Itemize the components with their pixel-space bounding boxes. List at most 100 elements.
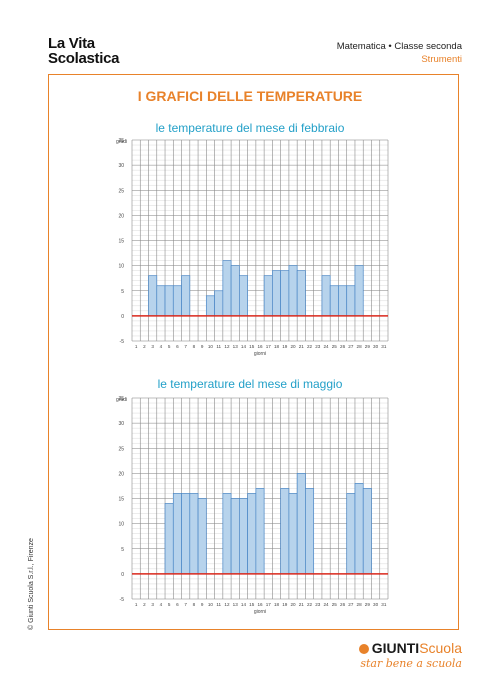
bar-day-14 xyxy=(239,498,248,575)
x-tick-label: 19 xyxy=(282,344,288,349)
y-tick-label: 15 xyxy=(118,497,124,503)
logo: La Vita Scolastica xyxy=(48,35,120,67)
bar-day-12 xyxy=(222,493,232,575)
copyright-note: © Giunti Scuola S.r.l., Firenze xyxy=(28,538,35,630)
x-tick-label: 1 xyxy=(135,602,138,607)
bar-day-17 xyxy=(263,275,273,317)
bar-day-26 xyxy=(338,285,348,317)
x-tick-label: 31 xyxy=(381,344,387,349)
bar-day-13 xyxy=(230,498,240,575)
x-tick-label: 16 xyxy=(257,602,263,607)
bar-day-12 xyxy=(222,260,232,317)
x-tick-label: 2 xyxy=(143,602,146,607)
bar-day-7 xyxy=(181,275,191,317)
y-tick-label: 30 xyxy=(118,421,124,427)
chart-title-february: le temperature del mese di febbraio xyxy=(155,121,345,135)
bar-day-13 xyxy=(230,265,240,317)
x-tick-label: 27 xyxy=(348,344,354,349)
bar-day-19 xyxy=(280,270,290,317)
x-tick-label: 24 xyxy=(324,344,330,349)
brand-tagline: star bene a scuola xyxy=(360,657,462,670)
bar-day-25 xyxy=(329,285,339,317)
y-tick-label: 25 xyxy=(118,188,124,194)
y-tick-label: 20 xyxy=(118,213,124,219)
x-axis-label: giorni xyxy=(254,609,266,615)
x-tick-label: 21 xyxy=(299,602,305,607)
x-tick-label: 15 xyxy=(249,602,255,607)
x-tick-label: 20 xyxy=(290,602,296,607)
x-tick-label: 3 xyxy=(151,344,154,349)
x-tick-label: 24 xyxy=(324,602,330,607)
bar-day-20 xyxy=(288,493,298,575)
content-frame xyxy=(48,74,459,630)
y-tick-label: 30 xyxy=(118,163,124,169)
brand-logo: GIUNTIScuola star bene a scuola xyxy=(358,640,462,670)
x-tick-label: 7 xyxy=(184,344,187,349)
bar-day-3 xyxy=(148,275,158,317)
x-tick-label: 31 xyxy=(381,602,387,607)
subject-label: Matematica • Classe seconda xyxy=(336,41,462,52)
brand-name-accent: Scuola xyxy=(419,640,462,656)
x-tick-label: 19 xyxy=(282,602,288,607)
bar-day-6 xyxy=(172,285,182,317)
x-tick-label: 9 xyxy=(201,602,204,607)
brand-name-main: GIUNTI xyxy=(371,640,420,656)
x-tick-label: 1 xyxy=(135,344,138,349)
x-tick-label: 10 xyxy=(208,344,214,349)
x-tick-label: 17 xyxy=(266,344,272,349)
x-tick-label: 21 xyxy=(299,344,305,349)
y-tick-label: 10 xyxy=(118,522,124,528)
logo-line-2: Scolastica xyxy=(48,50,120,67)
x-tick-label: 12 xyxy=(224,344,230,349)
x-tick-label: 6 xyxy=(176,602,179,607)
bar-day-29 xyxy=(362,488,372,575)
x-tick-label: 18 xyxy=(274,344,280,349)
x-tick-label: 25 xyxy=(332,344,338,349)
y-tick-label: 15 xyxy=(118,239,124,245)
bar-day-11 xyxy=(214,290,224,317)
x-tick-label: 4 xyxy=(160,602,163,607)
y-tick-label: 0 xyxy=(121,314,124,320)
page-title: I GRAFICI DELLE TEMPERATURE xyxy=(137,88,363,104)
y-tick-label: 35 xyxy=(118,138,124,144)
x-tick-label: 4 xyxy=(160,344,163,349)
x-tick-label: 14 xyxy=(241,344,247,349)
bar-day-28 xyxy=(354,483,364,575)
x-tick-label: 26 xyxy=(340,602,346,607)
y-tick-label: 10 xyxy=(118,264,124,270)
x-tick-label: 28 xyxy=(357,344,363,349)
x-tick-label: 5 xyxy=(168,344,171,349)
x-axis-label: giorni xyxy=(254,351,266,357)
x-tick-label: 25 xyxy=(332,602,338,607)
x-tick-label: 20 xyxy=(290,344,296,349)
x-tick-label: 5 xyxy=(168,602,171,607)
bar-day-16 xyxy=(255,488,265,575)
x-tick-label: 30 xyxy=(373,602,379,607)
bar-day-5 xyxy=(164,285,174,317)
x-tick-label: 18 xyxy=(274,602,280,607)
x-tick-label: 14 xyxy=(241,602,247,607)
x-tick-label: 8 xyxy=(193,344,196,349)
bar-day-21 xyxy=(296,473,306,575)
bar-day-20 xyxy=(288,265,298,317)
x-tick-label: 27 xyxy=(348,602,354,607)
y-tick-label: -5 xyxy=(120,597,125,603)
bar-day-19 xyxy=(280,488,290,575)
bar-day-9 xyxy=(197,498,207,575)
x-tick-label: 22 xyxy=(307,602,313,607)
x-tick-label: 2 xyxy=(143,344,146,349)
x-tick-label: 30 xyxy=(373,344,379,349)
y-tick-label: 5 xyxy=(121,289,124,295)
x-tick-label: 15 xyxy=(249,344,255,349)
bar-day-6 xyxy=(172,493,182,575)
logo-line-1: La Vita xyxy=(48,35,95,52)
bar-day-24 xyxy=(321,275,331,317)
x-tick-label: 6 xyxy=(176,344,179,349)
section-label: Strumenti xyxy=(421,54,462,65)
bar-day-18 xyxy=(272,270,281,317)
y-tick-label: 0 xyxy=(121,572,124,578)
x-tick-label: 23 xyxy=(315,344,321,349)
y-tick-label: 20 xyxy=(118,471,124,477)
y-tick-label: 25 xyxy=(118,446,124,452)
y-tick-label: 35 xyxy=(118,396,124,402)
